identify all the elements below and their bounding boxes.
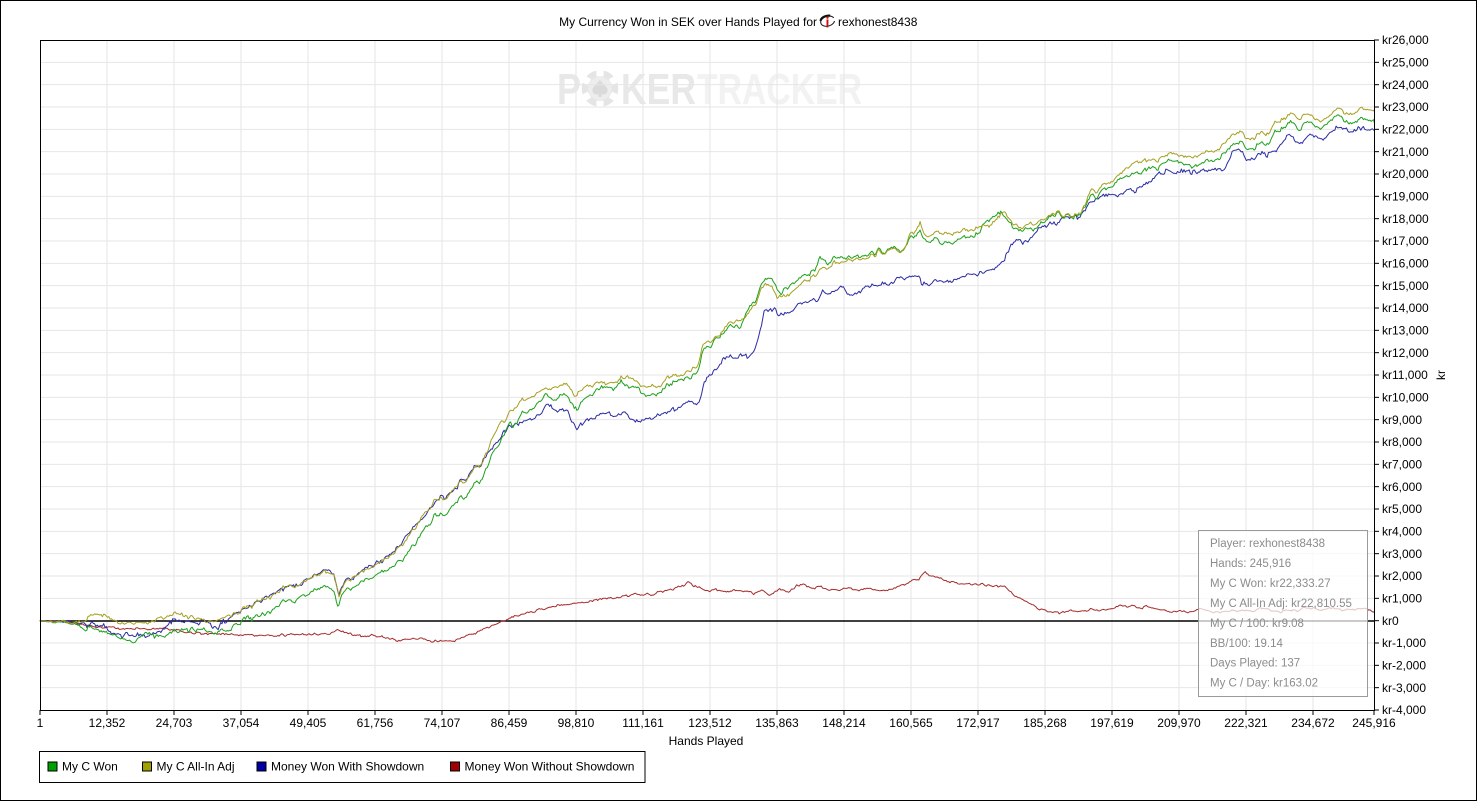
svg-text:kr11,000: kr11,000 <box>1382 368 1428 382</box>
svg-text:209,970: 209,970 <box>1157 716 1201 730</box>
svg-text:kr13,000: kr13,000 <box>1382 324 1429 338</box>
svg-text:1: 1 <box>37 716 44 730</box>
svg-text:kr18,000: kr18,000 <box>1382 212 1429 226</box>
svg-text:kr9,000: kr9,000 <box>1382 413 1422 427</box>
svg-text:Money Won With Showdown: Money Won With Showdown <box>271 760 424 774</box>
svg-text:kr12,000: kr12,000 <box>1382 346 1429 360</box>
svg-text:kr-4,000: kr-4,000 <box>1382 703 1426 717</box>
svg-text:kr26,000: kr26,000 <box>1382 33 1429 47</box>
svg-text:kr24,000: kr24,000 <box>1382 78 1429 92</box>
svg-text:37,054: 37,054 <box>223 716 260 730</box>
svg-text:Player: rexhonest8438: Player: rexhonest8438 <box>1210 538 1325 550</box>
svg-text:197,619: 197,619 <box>1090 716 1134 730</box>
svg-text:KER: KER <box>621 65 696 114</box>
svg-text:234,672: 234,672 <box>1291 716 1335 730</box>
svg-text:kr3,000: kr3,000 <box>1382 547 1422 561</box>
svg-text:My C All-In Adj: My C All-In Adj <box>157 760 235 774</box>
svg-text:My C / Day: kr163.02: My C / Day: kr163.02 <box>1210 678 1318 690</box>
svg-text:Days Played: 137: Days Played: 137 <box>1210 658 1300 670</box>
svg-text:kr25,000: kr25,000 <box>1382 56 1429 70</box>
svg-text:kr1,000: kr1,000 <box>1382 592 1422 606</box>
svg-text:172,917: 172,917 <box>956 716 1000 730</box>
svg-text:245,916: 245,916 <box>1352 716 1396 730</box>
svg-text:86,459: 86,459 <box>491 716 528 730</box>
svg-text:kr5,000: kr5,000 <box>1382 502 1422 516</box>
svg-text:kr16,000: kr16,000 <box>1382 257 1429 271</box>
svg-text:111,161: 111,161 <box>622 716 664 730</box>
svg-text:Hands Played: Hands Played <box>669 734 744 748</box>
svg-text:61,756: 61,756 <box>357 716 394 730</box>
svg-text:49,405: 49,405 <box>290 716 327 730</box>
svg-text:P: P <box>557 65 581 114</box>
svg-text:kr14,000: kr14,000 <box>1382 301 1429 315</box>
svg-text:135,863: 135,863 <box>755 716 799 730</box>
svg-text:BB/100: 19.14: BB/100: 19.14 <box>1210 638 1283 650</box>
svg-text:222,321: 222,321 <box>1224 716 1268 730</box>
svg-text:kr0: kr0 <box>1382 614 1399 628</box>
svg-text:rexhonest8438: rexhonest8438 <box>838 15 918 29</box>
svg-text:kr15,000: kr15,000 <box>1382 279 1429 293</box>
svg-text:kr10,000: kr10,000 <box>1382 391 1429 405</box>
svg-text:My C All-In Adj: kr22,810.55: My C All-In Adj: kr22,810.55 <box>1210 598 1352 610</box>
svg-text:kr21,000: kr21,000 <box>1382 145 1429 159</box>
svg-text:My C Won: kr22,333.27: My C Won: kr22,333.27 <box>1210 578 1331 590</box>
svg-text:Money Won Without Showdown: Money Won Without Showdown <box>465 760 635 774</box>
svg-text:kr: kr <box>1434 370 1448 380</box>
svg-text:kr6,000: kr6,000 <box>1382 480 1422 494</box>
svg-text:kr20,000: kr20,000 <box>1382 167 1429 181</box>
svg-text:Hands: 245,916: Hands: 245,916 <box>1210 558 1291 570</box>
svg-text:kr4,000: kr4,000 <box>1382 525 1422 539</box>
svg-text:My Currency Won in SEK over Ha: My Currency Won in SEK over Hands Played… <box>559 15 817 29</box>
svg-text:160,565: 160,565 <box>889 716 933 730</box>
svg-text:148,214: 148,214 <box>822 716 866 730</box>
svg-text:kr-1,000: kr-1,000 <box>1382 636 1426 650</box>
svg-text:kr7,000: kr7,000 <box>1382 458 1422 472</box>
svg-text:kr2,000: kr2,000 <box>1382 569 1422 583</box>
svg-text:My C Won: My C Won <box>62 760 118 774</box>
svg-text:kr-2,000: kr-2,000 <box>1382 659 1426 673</box>
svg-text:24,703: 24,703 <box>156 716 193 730</box>
svg-text:98,810: 98,810 <box>558 716 595 730</box>
svg-text:kr23,000: kr23,000 <box>1382 100 1429 114</box>
svg-text:TRACKER: TRACKER <box>697 65 862 114</box>
svg-text:74,107: 74,107 <box>424 716 461 730</box>
svg-text:kr22,000: kr22,000 <box>1382 123 1429 137</box>
svg-text:123,512: 123,512 <box>688 716 732 730</box>
svg-text:12,352: 12,352 <box>89 716 126 730</box>
svg-text:185,268: 185,268 <box>1023 716 1067 730</box>
svg-text:kr19,000: kr19,000 <box>1382 190 1429 204</box>
svg-text:My C / 100: kr9.08: My C / 100: kr9.08 <box>1210 618 1304 630</box>
svg-text:kr17,000: kr17,000 <box>1382 234 1429 248</box>
svg-text:kr8,000: kr8,000 <box>1382 435 1422 449</box>
svg-text:kr-3,000: kr-3,000 <box>1382 681 1426 695</box>
